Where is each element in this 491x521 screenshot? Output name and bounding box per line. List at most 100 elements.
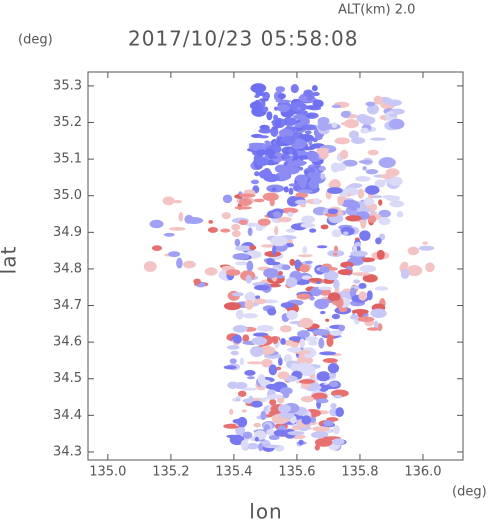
echo-cell — [370, 137, 387, 141]
echo-cell — [273, 429, 288, 437]
echo-cell — [260, 100, 266, 108]
echo-cell — [253, 198, 265, 203]
echo-cell — [261, 358, 273, 368]
echo-cell — [362, 166, 367, 171]
y-tick-label: 34.7 — [53, 298, 82, 313]
echo-cell — [266, 111, 273, 121]
echo-cell — [278, 357, 283, 366]
echo-cell — [320, 310, 326, 315]
echo-cell — [299, 338, 305, 349]
echo-cell — [329, 381, 339, 388]
echo-cell — [385, 195, 401, 202]
echo-cell — [406, 265, 423, 277]
echo-cell — [388, 176, 403, 187]
echo-region — [143, 83, 435, 452]
echo-cell — [400, 268, 410, 279]
echo-cell — [329, 330, 343, 337]
echo-cell — [283, 354, 293, 363]
x-tick-label: 135.2 — [152, 465, 189, 480]
echo-cell — [374, 179, 386, 188]
y-tick-label: 34.8 — [53, 261, 82, 276]
echo-cell — [340, 110, 351, 118]
echo-cell — [304, 260, 313, 265]
echo-cell — [272, 336, 279, 344]
echo-cell — [275, 99, 292, 103]
echo-cell — [365, 168, 379, 175]
echo-cell — [242, 431, 253, 439]
echo-cell — [312, 328, 330, 336]
echo-cell — [277, 216, 292, 223]
echo-cell — [357, 316, 375, 322]
echo-cell — [400, 261, 409, 270]
echo-cell — [297, 254, 313, 258]
echo-cell — [385, 99, 402, 107]
echo-cell — [279, 387, 293, 395]
echo-cell — [303, 89, 314, 98]
echo-cell — [272, 245, 277, 256]
echo-cell — [322, 358, 338, 363]
echo-cell — [381, 173, 394, 180]
echo-cell — [278, 128, 294, 138]
altitude-label: ALT(km) 2.0 — [338, 3, 415, 18]
echo-cell — [283, 136, 296, 145]
echo-cell — [314, 437, 333, 447]
echo-cell — [287, 430, 305, 436]
echo-cell — [328, 267, 338, 271]
echo-cell — [331, 229, 342, 238]
echo-cell — [298, 166, 304, 171]
echo-cell — [265, 383, 280, 390]
echo-cell — [365, 185, 380, 195]
echo-cell — [149, 219, 164, 229]
echo-cell — [342, 231, 349, 236]
echo-cell — [309, 228, 317, 233]
echo-cell — [331, 104, 342, 109]
echo-cell — [374, 286, 389, 291]
echo-cell — [262, 192, 279, 202]
echo-cell — [242, 334, 250, 343]
echo-cell — [244, 369, 256, 376]
echo-cell — [235, 398, 241, 402]
echo-cell — [299, 264, 310, 273]
echo-cell — [358, 282, 367, 289]
echo-cell — [250, 400, 263, 408]
echo-cell — [275, 86, 286, 93]
echo-cell — [185, 217, 204, 224]
echo-cell — [299, 317, 314, 329]
echo-cell — [246, 442, 260, 450]
echo-cell — [280, 207, 299, 214]
echo-cell — [285, 228, 296, 233]
echo-cell — [333, 394, 343, 399]
echo-cell — [234, 238, 241, 247]
echo-cell — [358, 291, 368, 301]
echo-cell — [365, 101, 376, 107]
echo-cell — [258, 98, 269, 102]
echo-cell — [274, 225, 279, 236]
echo-cell — [271, 187, 277, 192]
echo-cell — [255, 224, 264, 232]
echo-cell — [330, 162, 341, 173]
echo-cell — [351, 272, 370, 276]
echo-cell — [251, 336, 268, 346]
echo-cell — [258, 128, 273, 134]
echo-cell — [232, 334, 242, 344]
echo-cell — [257, 373, 266, 385]
echo-cell — [272, 211, 282, 218]
echo-cell — [319, 266, 331, 273]
echo-cell — [359, 264, 377, 273]
echo-cell — [327, 292, 341, 302]
echo-cell — [255, 157, 269, 167]
echo-cell — [376, 249, 385, 260]
echo-cell — [378, 209, 391, 218]
echo-cell — [169, 226, 186, 231]
echo-cell — [329, 179, 341, 190]
echo-cell — [305, 113, 314, 118]
echo-cell — [268, 364, 278, 376]
echo-cell — [302, 246, 308, 254]
echo-cell — [172, 200, 183, 204]
echo-cell — [298, 352, 306, 364]
y-tick-label: 35.2 — [53, 115, 82, 130]
echo-cell — [182, 260, 196, 269]
echo-cell — [310, 431, 329, 439]
echo-cell — [263, 444, 280, 449]
echo-cell — [254, 436, 259, 442]
